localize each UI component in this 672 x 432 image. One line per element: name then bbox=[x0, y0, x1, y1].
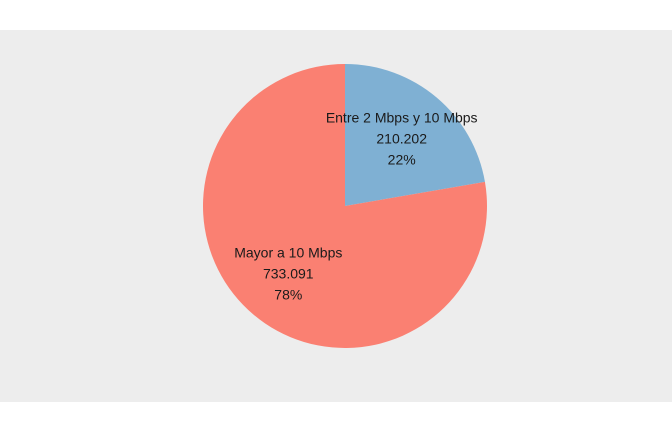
slice-value-label-2: 733.091 bbox=[263, 265, 314, 281]
pie-labels: Entre 2 Mbps y 10 Mbps 210.202 22% Mayor a … bbox=[234, 110, 477, 303]
slice-name-label-1: Entre 2 Mbps y 10 Mbps bbox=[326, 110, 478, 126]
slice-percent-label-2: 78% bbox=[274, 286, 302, 302]
pie-slice-1 bbox=[345, 64, 485, 206]
slice-percent-label-1: 22% bbox=[388, 152, 416, 168]
pie-slices bbox=[202, 64, 487, 348]
slice-value-label-1: 210.202 bbox=[376, 131, 427, 147]
pie-slice-2 bbox=[202, 64, 487, 348]
slice-name-label-2: Mayor a 10 Mbps bbox=[234, 244, 342, 260]
